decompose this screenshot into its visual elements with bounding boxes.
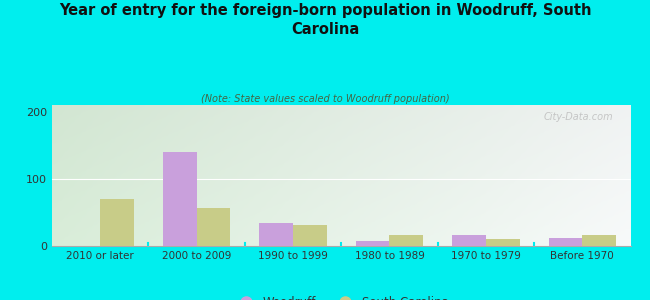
Bar <box>100 199 134 246</box>
Text: Year of entry for the foreign-born population in Woodruff, South
Carolina: Year of entry for the foreign-born popul… <box>58 3 592 37</box>
Bar <box>356 241 389 246</box>
Legend: Woodruff, South Carolina: Woodruff, South Carolina <box>229 291 453 300</box>
Bar <box>486 238 519 246</box>
Text: City-Data.com: City-Data.com <box>543 112 613 122</box>
Bar <box>582 235 616 246</box>
Bar <box>293 224 327 246</box>
Bar <box>196 208 230 246</box>
Text: (Note: State values scaled to Woodruff population): (Note: State values scaled to Woodruff p… <box>201 94 449 104</box>
Bar <box>549 238 582 246</box>
Bar <box>163 152 196 246</box>
Bar <box>452 235 486 246</box>
Bar <box>259 223 293 246</box>
Bar <box>389 235 423 246</box>
